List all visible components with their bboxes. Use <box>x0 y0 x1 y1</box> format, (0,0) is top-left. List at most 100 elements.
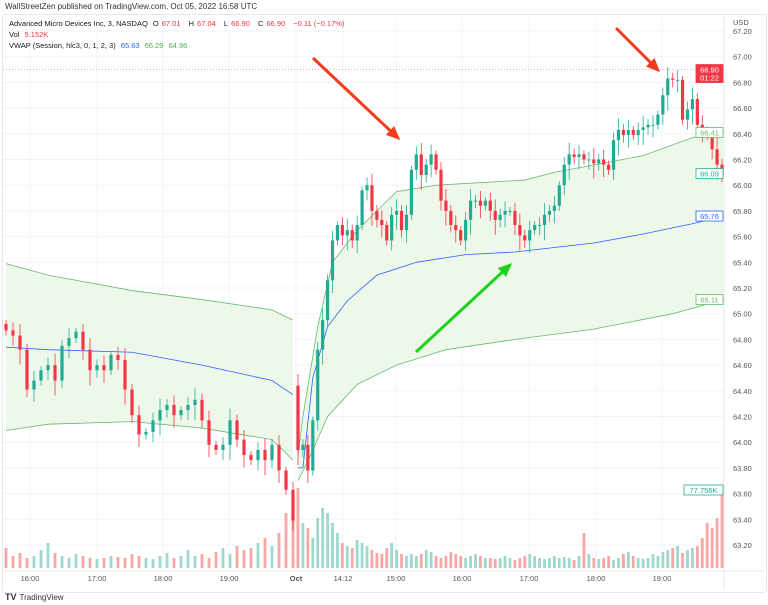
candle-body <box>335 225 340 241</box>
volume-bar <box>228 554 232 568</box>
upper-band-label: 66.41 <box>700 129 719 138</box>
volume-bar <box>612 560 615 568</box>
candle-body <box>214 444 218 450</box>
volume-bar <box>646 558 650 568</box>
candle-body <box>552 205 556 211</box>
candle-body <box>607 164 611 170</box>
volume-bar <box>321 508 325 568</box>
candle-body <box>256 449 260 461</box>
candle-body <box>414 154 418 170</box>
price-axis: 67.20 67.00 66.80 66.60 66.40 66.20 66.00 65.80… <box>733 27 752 550</box>
volume-bar <box>597 559 601 568</box>
candle-body <box>370 185 374 211</box>
open-label: O <box>152 19 159 28</box>
candle-body <box>626 129 630 136</box>
vwap-label[interactable]: VWAP (Session, hlc3, 0, 1, 2, 3) <box>9 41 116 50</box>
y-tick-label: 63.80 <box>733 464 752 473</box>
volume-bars <box>4 488 724 568</box>
candle-body <box>193 399 197 405</box>
volume-bar <box>557 558 561 568</box>
volume-bar <box>102 558 106 568</box>
candle-body <box>439 169 443 201</box>
low-label: L <box>223 19 229 28</box>
close-value: 66.90 <box>266 19 286 28</box>
candle-body <box>641 127 645 130</box>
volume-bar <box>686 550 689 568</box>
candle-body <box>25 349 29 390</box>
volume-bar <box>695 546 699 568</box>
volume-bar <box>710 528 714 568</box>
high-value: 67.04 <box>197 19 216 28</box>
volume-bar <box>340 543 344 568</box>
volume-bar <box>651 554 655 568</box>
vwap-upper-value: 66.29 <box>144 41 164 50</box>
vwap-line <box>5 346 294 395</box>
x-tick-label: 17:00 <box>520 574 539 583</box>
candle-body <box>449 210 453 226</box>
volume-bar <box>326 513 329 568</box>
volume-bar <box>221 548 225 568</box>
candle-body <box>291 489 295 521</box>
y-tick-label: 66.40 <box>733 130 752 139</box>
candle-body <box>345 230 349 236</box>
high-label: H <box>188 19 195 28</box>
candle-body <box>228 420 232 445</box>
volume-bar <box>81 556 85 568</box>
footer-brand[interactable]: TradingView <box>19 592 64 602</box>
volume-bar <box>270 546 274 568</box>
candle-body <box>74 331 78 339</box>
volume-bar <box>158 556 162 568</box>
vwap-label-tag-box <box>695 210 724 222</box>
candle-body <box>404 214 409 231</box>
y-tick-label: 65.20 <box>733 284 752 293</box>
candle-body <box>661 95 665 115</box>
last-price-label: 66.90 <box>700 66 719 75</box>
volume-bar <box>385 548 389 568</box>
candle-body <box>375 210 379 220</box>
vwap-line <box>298 215 725 469</box>
volume-bar <box>395 550 399 568</box>
volume-bar <box>350 548 354 568</box>
candle-body <box>102 365 106 371</box>
y-tick-label: 63.20 <box>733 541 752 550</box>
volume-bar <box>193 556 197 568</box>
candle-body <box>656 114 660 125</box>
lower-band-label-box <box>695 294 724 305</box>
volume-bar <box>39 550 43 568</box>
candle-body <box>567 154 571 165</box>
candle-body <box>537 225 542 227</box>
volume-bar <box>562 557 566 568</box>
candle-body <box>488 200 492 211</box>
candle-body <box>582 154 586 160</box>
volume-bar <box>172 558 176 568</box>
candle-body <box>306 444 310 471</box>
candle-body <box>270 444 274 461</box>
candle-body <box>508 210 512 212</box>
candle-body <box>385 225 389 241</box>
candle-body <box>330 240 335 281</box>
candle-body <box>39 370 43 381</box>
volume-bar <box>137 556 141 568</box>
candle-body <box>301 444 305 450</box>
volume-bar <box>464 558 468 568</box>
candle-body <box>311 420 315 471</box>
volume-bar <box>311 538 315 568</box>
volume-label-box <box>683 484 724 496</box>
vwap-label-tag: 65.76 <box>700 212 719 221</box>
candle-body <box>646 124 650 128</box>
y-tick-label: 66.80 <box>733 78 752 87</box>
candle-body <box>395 210 399 215</box>
volume-label[interactable]: Vol <box>9 30 20 39</box>
x-tick-label: 14:12 <box>334 574 353 583</box>
symbol-name[interactable]: Advanced Micro Devices Inc, 3, NASDAQ <box>9 19 148 28</box>
tradingview-logo-icon[interactable]: TV <box>5 592 17 602</box>
volume-bar <box>691 548 694 568</box>
candle-body <box>130 389 134 416</box>
volume-bar <box>306 528 310 568</box>
volume-bar <box>25 558 29 568</box>
candle-body <box>325 280 330 321</box>
volume-value: 5.152K <box>24 30 49 39</box>
y-tick-label: 64.60 <box>733 361 752 370</box>
volume-bar <box>429 552 433 568</box>
